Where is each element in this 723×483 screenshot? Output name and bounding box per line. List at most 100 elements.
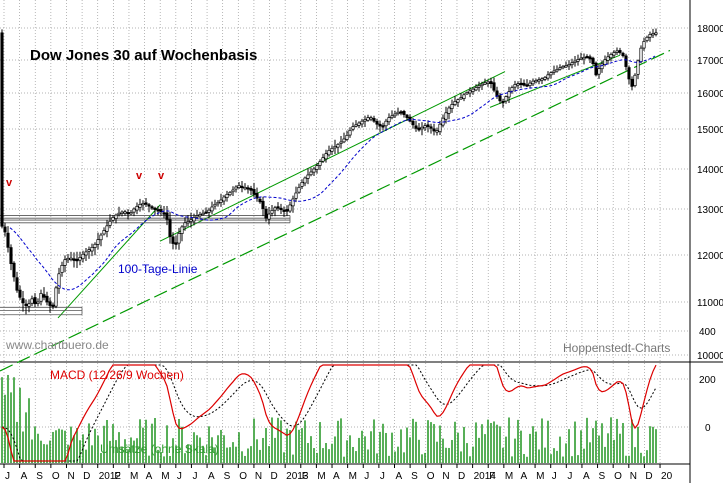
month-tick-label: O [239,471,247,482]
candle-body [174,242,178,245]
support-resistance-lines [0,215,291,316]
month-tick-label: A [520,471,527,482]
candle-body [213,203,217,207]
candle-body [129,212,133,215]
candle-body [564,65,568,68]
macd-tick-label: 200 [699,375,716,386]
candle-body [123,211,127,214]
candle-body [39,293,43,302]
candle-body [315,165,319,170]
month-tick-label: O [614,471,622,482]
candle-body [228,191,232,196]
candle-body [354,124,358,127]
month-tick-label: N [67,471,74,482]
candle-body [498,95,502,102]
candle-body [477,85,481,88]
candle-body [135,205,139,211]
month-tick-label: D [83,471,90,482]
candle-body [159,209,163,213]
candle-body [591,57,595,65]
macd-tick-label: 400 [699,327,716,338]
month-tick-label: D [458,471,465,482]
volume-bars [1,374,657,463]
price-tick-label: 10000 [697,351,723,362]
candle-body [282,209,286,212]
candle-body [336,143,340,148]
candle-body [99,234,103,241]
candle-body [504,96,508,102]
candle-body [231,189,235,193]
candle-body [393,113,397,117]
candle-body [78,257,82,261]
candle-body [84,251,88,256]
candle-body [177,233,181,244]
candle-body [294,192,298,199]
candle-body [516,83,520,86]
price-candles [0,28,658,315]
candle-body [534,79,538,83]
candle-body [450,104,454,109]
candle-body [57,273,61,289]
candle-body [276,206,280,209]
candle-body [27,303,31,307]
candle-body [375,121,379,125]
candle-body [105,225,109,232]
candle-body [609,54,613,59]
candle-body [351,126,355,130]
candle-body [630,78,634,87]
candle-body [417,127,421,131]
candle-body [345,134,349,140]
macd-line [1,364,657,462]
candle-body [3,226,7,233]
price-tick-label: 15000 [697,125,723,136]
month-tick-label: J [380,471,385,482]
candle-body [87,249,91,252]
candle-body [528,82,532,86]
month-tick-label: 20 [661,471,673,482]
candle-body [384,120,388,127]
candle-body [102,230,106,235]
candle-body [63,259,67,266]
candle-body [225,193,229,198]
candle-body [465,92,469,95]
candle-body [366,117,370,121]
candle-body [24,303,28,306]
candle-body [642,41,646,49]
candle-body [576,59,580,62]
candle-body [327,149,331,156]
candle-body [81,253,85,260]
candle-body [402,110,406,115]
volume-title: Umsätze (ohne Skala) [100,442,219,456]
candle-body [390,115,394,119]
candle-body [621,52,625,57]
early-trendline [57,204,161,319]
candle-body [426,124,430,127]
candle-body [552,70,556,73]
month-tick-label: 2013 [286,471,309,482]
month-tick-label: D [271,471,278,482]
candle-body [342,138,346,143]
candle-body [45,295,49,303]
candle-body [93,243,97,248]
candle-body [189,219,193,222]
candle-body [30,298,34,304]
month-tick-label: J [552,471,557,482]
axis-ticks: 18000 17000 16000 15000 14000 13000 12000 11000… [5,24,723,482]
candle-body [537,79,541,82]
candle-body [153,207,157,210]
candle-body [531,80,535,85]
candle-body [60,264,64,273]
month-tick-label: A [396,471,403,482]
candle-body [618,50,622,53]
candle-body [51,304,55,307]
candle-body [291,198,295,207]
candle-body [264,208,268,219]
month-tick-label: J [192,471,197,482]
candle-body [567,64,571,67]
price-tick-label: 14000 [697,165,723,176]
candle-body [21,298,25,304]
macd-lines [1,364,657,462]
candle-body [612,52,616,56]
candle-body [267,213,271,220]
